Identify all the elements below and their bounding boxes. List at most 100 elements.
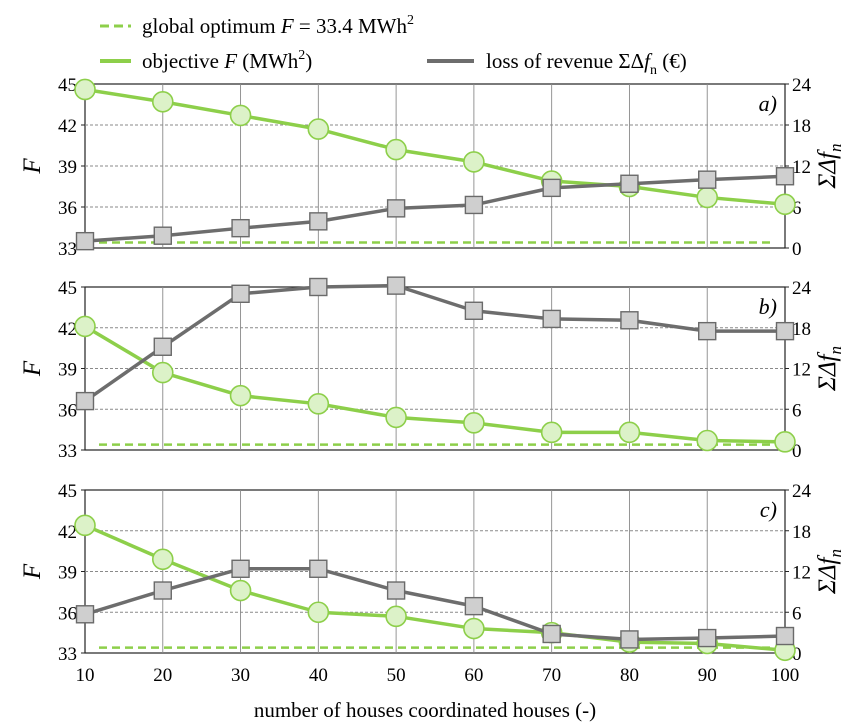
panel-a-objective-point xyxy=(307,118,330,140)
panel-b-loss-point xyxy=(153,337,172,356)
panel-b-loss-point xyxy=(542,309,561,329)
panel-b-left-tick-label: 39 xyxy=(58,360,77,381)
x-tick-label: 100 xyxy=(771,665,800,686)
panel-b-objective-point xyxy=(618,421,641,444)
panel-a-tag: a) xyxy=(759,91,777,116)
panel-c-right-axis-title-main: ΣΔf xyxy=(814,554,841,595)
x-axis: 10 20 30 40 50 60 70 80 90 100 xyxy=(76,665,800,686)
panel-c-loss-point xyxy=(464,596,484,616)
panel-a-loss-point xyxy=(542,178,561,198)
panel-c-left-tick-label: 36 xyxy=(58,603,77,624)
panel-a-objective-point xyxy=(774,193,796,216)
panel-b-loss-point xyxy=(75,391,95,411)
panel-a-right-tick-label: 18 xyxy=(792,116,811,137)
panel-b-loss-point xyxy=(386,276,406,295)
panel-b-loss-point xyxy=(231,284,250,303)
panel-b-right-tick-label: 6 xyxy=(792,400,802,421)
panel-b-loss-point xyxy=(309,277,328,297)
panel-a-loss-point xyxy=(386,199,406,218)
panel-a-right-axis-title: ΣΔfn xyxy=(814,144,845,190)
panel-a-objective-point xyxy=(151,90,174,113)
panel-b-right-axis-title: ΣΔfn xyxy=(814,346,845,392)
panel-c-tag: c) xyxy=(760,497,777,522)
panel-c-left-tick-label: 33 xyxy=(58,644,77,665)
panel-b-loss-line xyxy=(83,283,785,403)
panel-a-right-tick-label: 12 xyxy=(792,157,811,178)
panel-b-objective-point xyxy=(696,429,719,452)
panel-a: 33 36 39 42 45 0 6 12 18 24 F ΣΔfn a) xyxy=(19,75,845,260)
panel-c-right-tick-label: 18 xyxy=(792,522,811,543)
panel-c-loss-point xyxy=(231,559,250,578)
panel-a-left-axis-title: F xyxy=(19,158,46,175)
panel-a-loss-point xyxy=(775,167,795,186)
panel-a-left-tick-label: 33 xyxy=(58,239,77,260)
panel-a-right-tick-label: 24 xyxy=(792,75,812,96)
panel-c-loss-point xyxy=(309,559,328,578)
panel-c: 33 36 39 42 45 0 6 12 18 24 F ΣΔfn c) xyxy=(19,481,845,665)
panel-a-loss-point xyxy=(620,174,639,193)
panel-a-objective-point xyxy=(696,186,719,209)
panel-b-objective-line xyxy=(84,324,786,444)
x-tick-label: 40 xyxy=(309,665,328,686)
panel-b-right-tick-label: 12 xyxy=(792,360,811,381)
panel-b-objective-point xyxy=(151,361,174,384)
panel-c-objective-point xyxy=(385,605,407,628)
panel-a-objective-line xyxy=(84,87,786,207)
panel-b-loss-point xyxy=(775,321,795,341)
panel-c-loss-point xyxy=(542,624,561,644)
panel-c-right-tick-label: 0 xyxy=(792,644,802,665)
panel-c-loss-point xyxy=(75,605,95,624)
x-tick-label: 50 xyxy=(387,665,406,686)
panel-b-right-tick-label: 0 xyxy=(792,441,802,462)
panel-c-objective-line xyxy=(84,523,786,653)
panel-b-objective-point xyxy=(229,384,252,407)
panel-c-loss-point xyxy=(153,581,172,600)
panel-c-objective-point xyxy=(463,617,485,640)
panel-c-objective-point xyxy=(151,548,174,571)
panel-c-objective-point xyxy=(229,579,252,602)
panel-b-objective-point xyxy=(774,431,796,453)
panel-b-left-tick-label: 36 xyxy=(58,400,77,421)
panel-b: 33 36 39 42 45 0 6 12 18 24 F ΣΔfn b) xyxy=(19,276,845,462)
panel-b-loss-point xyxy=(698,321,717,341)
panel-c-left-tick-label: 42 xyxy=(58,522,77,543)
panel-b-objective-point xyxy=(74,315,96,338)
panel-a-loss-point xyxy=(698,170,717,189)
legend-optimum-label: global optimum F = 33.4 MWh2 xyxy=(142,13,414,38)
panel-b-left-tick-label: 33 xyxy=(58,441,77,462)
panel-b-objective-point xyxy=(540,421,563,444)
panel-c-right-tick-label: 24 xyxy=(792,481,812,502)
panel-a-objective-point xyxy=(385,138,407,161)
panel-b-tag: b) xyxy=(759,294,777,319)
panel-c-left-axis-title: F xyxy=(19,563,46,580)
legend: global optimum F = 33.4 MWh2 objective F… xyxy=(100,13,687,78)
x-tick-label: 70 xyxy=(542,665,561,686)
panel-a-objective-point xyxy=(74,78,96,101)
panel-a-objective-point xyxy=(463,151,485,173)
panel-b-left-tick-label: 42 xyxy=(58,319,77,340)
x-tick-label: 10 xyxy=(76,665,95,686)
x-tick-label: 30 xyxy=(231,665,250,686)
panel-c-left-tick-label: 45 xyxy=(58,481,77,502)
panel-b-right-tick-label: 24 xyxy=(792,278,812,299)
panel-a-right-axis-title-sub: n xyxy=(826,144,845,153)
panel-a-loss-point xyxy=(231,218,250,238)
x-tick-label: 20 xyxy=(153,665,172,686)
panel-b-right-axis-title-sub: n xyxy=(826,346,845,355)
panel-b-left-axis-title: F xyxy=(19,360,46,377)
panel-b-left-tick-label: 45 xyxy=(58,278,77,299)
panel-b-objective-point xyxy=(307,393,330,415)
panel-a-left-tick-label: 42 xyxy=(58,116,77,137)
x-tick-label: 80 xyxy=(620,665,639,686)
legend-objective-label: objective F (MWh2) xyxy=(142,48,312,73)
panel-a-loss-point xyxy=(153,226,172,245)
panel-b-loss-point xyxy=(620,311,639,330)
panel-c-loss-point xyxy=(698,628,717,648)
panel-a-loss-point xyxy=(464,195,484,215)
x-tick-label: 60 xyxy=(464,665,483,686)
panel-c-loss-point xyxy=(620,630,639,649)
panel-a-right-tick-label: 6 xyxy=(792,198,802,219)
panel-a-objective-point xyxy=(229,104,252,127)
panel-a-right-axis-title-main: ΣΔf xyxy=(814,149,841,190)
panel-c-right-tick-label: 6 xyxy=(792,603,802,624)
